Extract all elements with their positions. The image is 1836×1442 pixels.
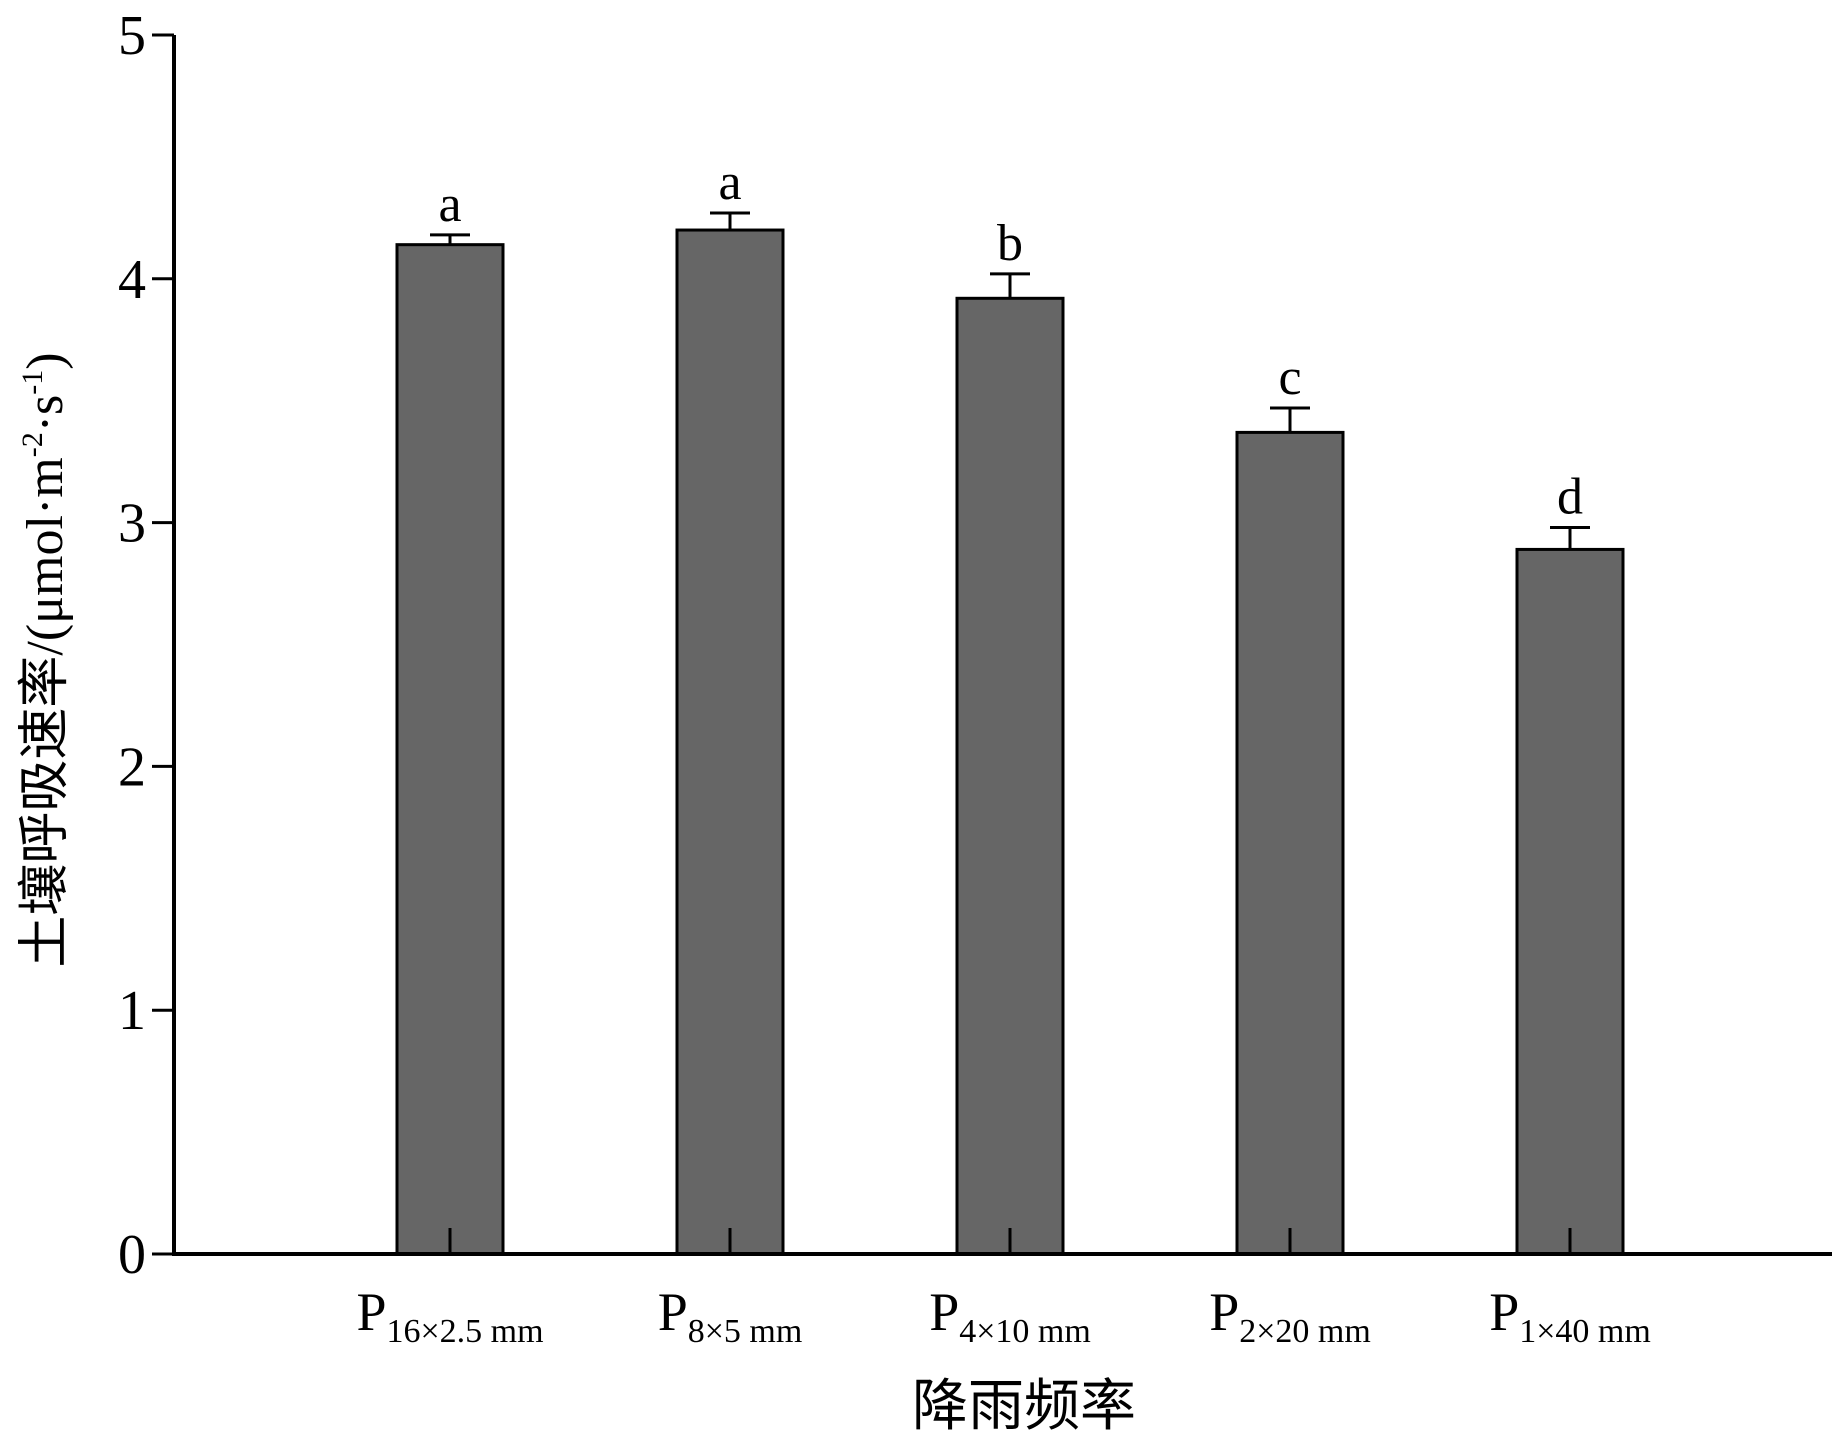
x-tick-label-5-subscript: 1×40 mm (1519, 1313, 1651, 1350)
x-tick-label-1-subscript: 16×2.5 mm (386, 1313, 543, 1350)
x-tick-label-3-subscript: 4×10 mm (959, 1313, 1091, 1350)
x-tick-label-3-main: P (929, 1282, 959, 1342)
x-tick-label-5-main: P (1489, 1282, 1519, 1342)
y-axis-title-middle: ·s (17, 395, 74, 433)
x-axis-title: 降雨频率 (912, 1376, 1136, 1438)
y-axis-title-main: 土壤呼吸速率/(μmol·m (17, 457, 74, 967)
significance-label-1: a (438, 176, 461, 233)
x-tick-label-4-main: P (1209, 1282, 1239, 1342)
error-bars-group (430, 211, 1590, 550)
y-axis-title-suffix: ) (17, 352, 74, 369)
x-tick-label-5: P1×40 mm (1489, 1282, 1651, 1350)
x-tick-label-1: P16×2.5 mm (356, 1282, 543, 1350)
y-tick-label-0: 0 (118, 1224, 146, 1286)
bars-group (395, 228, 1625, 1256)
x-tick-label-4: P2×20 mm (1209, 1282, 1371, 1350)
y-tick-label-4: 4 (118, 249, 146, 311)
y-tick-label-3: 3 (118, 493, 146, 555)
x-tick-label-3: P4×10 mm (929, 1282, 1091, 1350)
bar-4 (1235, 430, 1345, 1256)
bar-5 (1515, 547, 1625, 1256)
bar-2 (675, 228, 785, 1256)
y-axis-title-exponent-2: -1 (16, 370, 49, 395)
significance-labels-group: a a b c d (438, 154, 1583, 526)
significance-label-4: c (1278, 349, 1301, 406)
x-ticks-group: P16×2.5 mm P8×5 mm P4×10 mm P2×20 mm P1×40 m… (356, 1228, 1651, 1350)
y-tick-label-5: 5 (118, 5, 146, 67)
x-tick-label-4-subscript: 2×20 mm (1239, 1313, 1371, 1350)
bar-3 (955, 296, 1065, 1256)
x-tick-label-1-main: P (356, 1282, 386, 1342)
significance-label-2: a (718, 154, 741, 211)
y-axis-title: 土壤呼吸速率/(μmol·m-2·s-1) (16, 352, 74, 967)
significance-label-3: b (997, 215, 1023, 272)
significance-label-5: d (1557, 468, 1583, 525)
x-tick-label-2: P8×5 mm (658, 1282, 803, 1350)
bar-1 (395, 243, 505, 1256)
y-axis-title-exponent-1: -2 (16, 432, 49, 457)
y-ticks-group: 0 1 2 3 4 5 (118, 5, 174, 1286)
x-tick-label-2-main: P (658, 1282, 688, 1342)
y-tick-label-2: 2 (118, 736, 146, 798)
y-tick-label-1: 1 (118, 980, 146, 1042)
x-tick-label-2-subscript: 8×5 mm (688, 1313, 803, 1350)
